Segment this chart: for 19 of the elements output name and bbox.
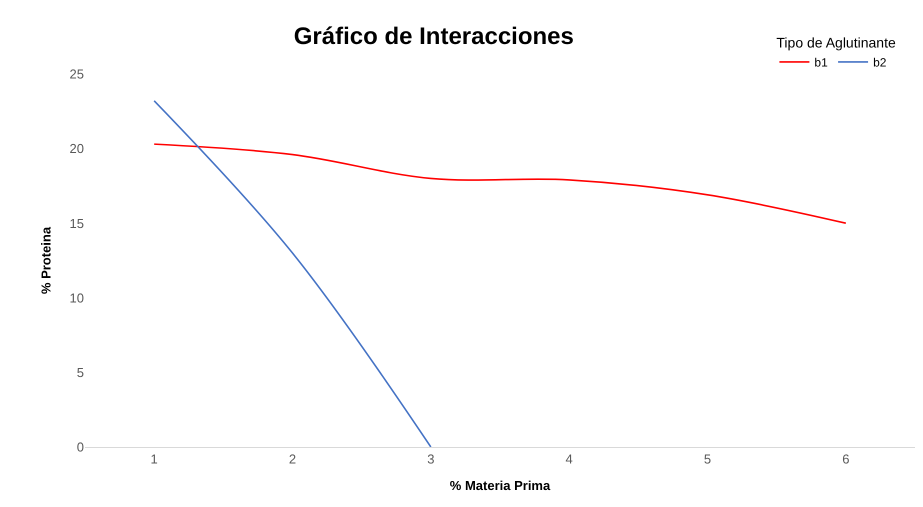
y-axis-title: % Proteina	[38, 226, 54, 294]
y-tick-label: 5	[76, 364, 84, 380]
y-tick-label: 15	[70, 216, 84, 231]
x-axis-title: % Materia Prima	[450, 478, 551, 494]
legend-title: Tipo de Aglutinante	[776, 34, 896, 50]
y-tick-label: 0	[76, 440, 84, 455]
y-tick-label: 20	[70, 141, 84, 156]
x-tick-label: 3	[427, 452, 434, 467]
x-tick-label: 2	[288, 452, 296, 467]
chart-title: Gráfico de Interacciones	[294, 22, 574, 50]
line-series	[153, 143, 847, 224]
x-tick-label: 1	[150, 452, 158, 467]
y-tick-label: 25	[70, 66, 84, 82]
legend-label: b1	[814, 56, 828, 70]
x-tick-label: 5	[704, 452, 712, 467]
x-tick-label: 4	[566, 452, 573, 467]
x-tick-label: 6	[842, 452, 850, 467]
legend-label: b2	[873, 56, 887, 70]
y-tick-label: 10	[70, 290, 84, 306]
